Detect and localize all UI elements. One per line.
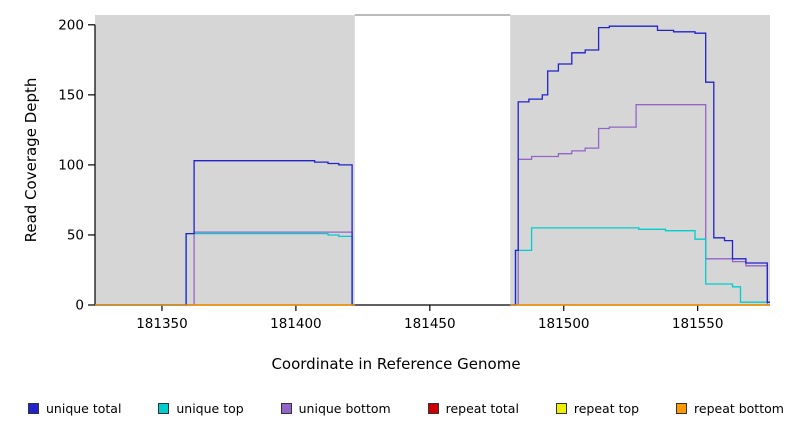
x-tick-label: 181350 xyxy=(136,316,188,332)
legend-swatch-repeat-top xyxy=(555,403,567,414)
x-axis-title: Coordinate in Reference Genome xyxy=(271,355,521,373)
legend-label: unique total xyxy=(46,401,122,416)
y-tick-label: 200 xyxy=(58,17,84,33)
legend-label: unique bottom xyxy=(298,401,391,416)
x-tick-label: 181500 xyxy=(538,316,590,332)
series-unique-top xyxy=(510,227,770,306)
legend-item-unique-bottom: unique bottom xyxy=(280,401,391,416)
y-tick-label: 150 xyxy=(58,87,84,103)
legend-label: repeat total xyxy=(445,401,519,416)
y-tick-label: 100 xyxy=(58,157,84,173)
plot-area: 181350 181400 181450 181500 181550 0 50 100 150 2… xyxy=(58,14,770,332)
legend-swatch-unique-top xyxy=(158,403,170,414)
y-tick-label: 50 xyxy=(67,227,84,243)
legend-item-repeat-top: repeat top xyxy=(555,401,640,416)
x-tick-label: 181450 xyxy=(404,316,456,332)
legend-label: repeat bottom xyxy=(694,401,784,416)
legend-swatch-repeat-total xyxy=(427,403,439,414)
legend-swatch-unique-total xyxy=(28,403,39,414)
legend-item-repeat-bottom: repeat bottom xyxy=(676,401,784,416)
panel-region xyxy=(95,15,355,305)
legend-item-unique-top: unique top xyxy=(158,401,244,416)
legend-swatch-repeat-bottom xyxy=(676,403,688,414)
series-unique-total xyxy=(95,160,355,306)
x-tick-label: 181550 xyxy=(672,316,724,332)
legend-label: repeat top xyxy=(573,401,640,416)
legend-item-repeat-total: repeat total xyxy=(427,401,519,416)
panel-region xyxy=(510,15,770,305)
y-tick-label: 0 xyxy=(75,298,84,314)
series-unique-bottom xyxy=(510,104,770,306)
legend-swatch-unique-bottom xyxy=(280,403,292,414)
x-tick-label: 181400 xyxy=(270,316,322,332)
legend: unique total unique top unique bottom repea… xyxy=(28,401,784,416)
legend-label: unique top xyxy=(176,401,244,416)
y-axis-title: Read Coverage Depth xyxy=(22,77,40,243)
legend-item-unique-total: unique total xyxy=(28,401,121,416)
series-unique-total xyxy=(510,25,770,306)
